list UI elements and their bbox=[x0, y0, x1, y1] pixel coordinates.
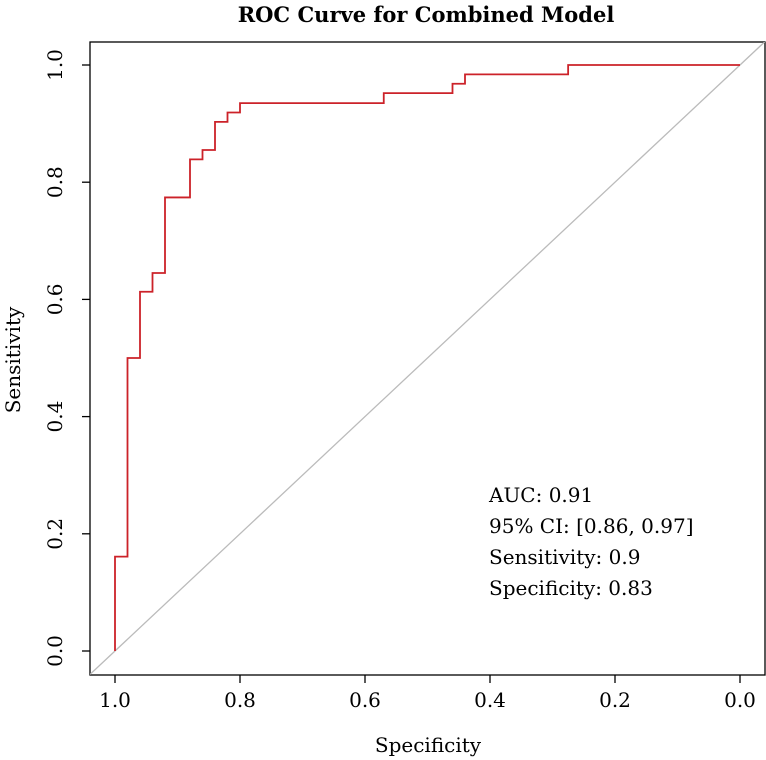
y-tick-label: 0.8 bbox=[43, 166, 67, 198]
y-tick-label: 0.6 bbox=[43, 283, 67, 315]
x-tick-label: 0.6 bbox=[349, 688, 381, 712]
annotation-line: Sensitivity: 0.9 bbox=[489, 545, 640, 569]
chart-title: ROC Curve for Combined Model bbox=[238, 2, 615, 27]
series-layer bbox=[90, 42, 765, 675]
annotation-line: AUC: 0.91 bbox=[488, 483, 593, 507]
annotation-line: 95% CI: [0.86, 0.97] bbox=[489, 514, 694, 538]
y-tick-label: 0.4 bbox=[43, 401, 67, 433]
y-axis: 0.0 0.2 0.4 0.6 0.8 1.0 bbox=[43, 49, 90, 667]
x-tick-label: 0.8 bbox=[224, 688, 256, 712]
x-tick-label: 1.0 bbox=[99, 688, 131, 712]
x-axis: 1.0 0.8 0.6 0.4 0.2 0.0 bbox=[99, 675, 756, 712]
annotation-line: Specificity: 0.83 bbox=[489, 576, 653, 600]
x-axis-label: Specificity bbox=[375, 733, 482, 757]
y-axis-label: Sensitivity bbox=[1, 306, 25, 413]
y-tick-label: 1.0 bbox=[43, 49, 67, 81]
reference-diagonal-line bbox=[90, 42, 765, 675]
x-tick-label: 0.4 bbox=[474, 688, 506, 712]
plot-frame bbox=[89, 41, 766, 676]
y-tick-label: 0.0 bbox=[43, 635, 67, 667]
x-tick-label: 0.0 bbox=[724, 688, 756, 712]
annotation-block: AUC: 0.91 95% CI: [0.86, 0.97] Sensitivity… bbox=[488, 483, 694, 600]
y-tick-label: 0.2 bbox=[43, 518, 67, 550]
x-tick-label: 0.2 bbox=[599, 688, 631, 712]
roc-curve-line bbox=[114, 64, 740, 651]
